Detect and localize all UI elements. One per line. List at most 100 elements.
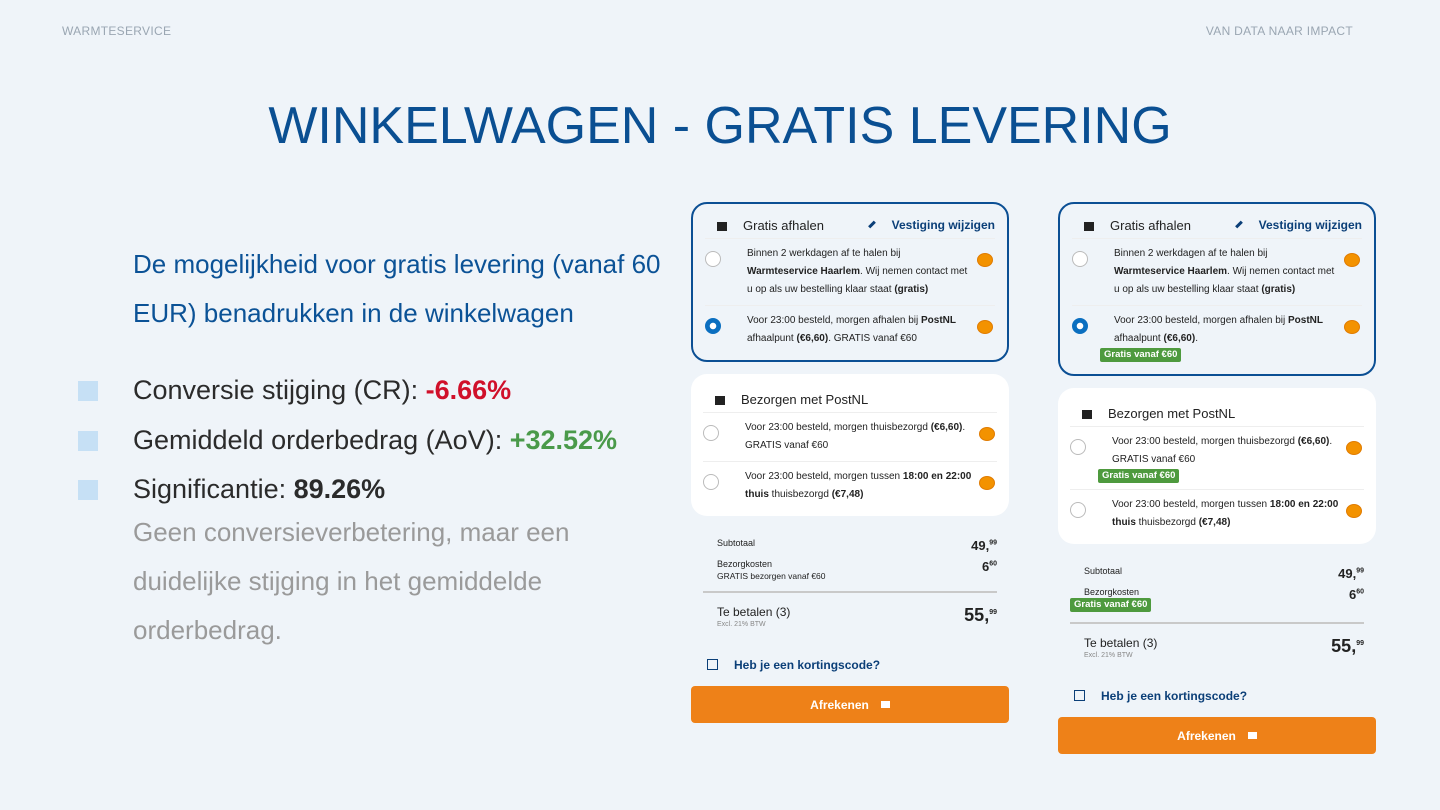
- option-text-part: Warmteservice Haarlem: [1114, 266, 1228, 277]
- checkout-button[interactable]: Afrekenen: [1058, 717, 1376, 754]
- mockup-variant: Gratis afhalen Vestiging wijzigen Binnen 2…: [1058, 202, 1376, 754]
- total-amount: 55,99: [1331, 636, 1364, 657]
- subtotal-label: Subtotaal: [1084, 566, 1123, 576]
- option-text-part: thuisbezorgd: [768, 489, 832, 500]
- header-left: WARMTESERVICE: [62, 24, 172, 38]
- subtotal-amount-cents: 99: [989, 539, 997, 547]
- shipping-amount-main: 6: [1348, 587, 1357, 602]
- option-text-part: . GRATIS vanaf €60: [745, 422, 966, 451]
- shipping-row: Bezorgkosten GRATIS bezorgen vanaf €60 660: [717, 559, 997, 581]
- heading-text: Gratis afhalen: [717, 217, 824, 233]
- checkout-text[interactable]: Afrekenen: [810, 697, 869, 712]
- bullet-list: Conversie stijging (CR): -6.66% Gemiddeld…: [78, 366, 658, 515]
- bullet-square: [78, 480, 98, 500]
- heading-text: Gratis afhalen: [1084, 218, 1191, 233]
- pickup-card: Gratis afhalen Vestiging wijzigen Binnen 2…: [691, 202, 1009, 362]
- option-text-part: afhaalpunt: [747, 333, 797, 344]
- option-text-part: Binnen 2 werkdagen af te halen bij: [747, 248, 901, 259]
- bullet-value: -6.66%: [425, 375, 512, 405]
- bullet-item: Significantie: 89.26%: [78, 465, 658, 515]
- radio-button[interactable]: [705, 251, 721, 267]
- shipping-amount-cents: 60: [1356, 588, 1364, 596]
- total-labels: Te betalen (3) Excl. 21% BTW: [717, 605, 790, 628]
- pencil-icon: [1234, 220, 1243, 229]
- subtotal-row: Subtotaal 49,99: [717, 538, 997, 553]
- shipping-option[interactable]: Binnen 2 werkdagen af te halen bij Warmt…: [1072, 238, 1362, 305]
- free-badge: Gratis vanaf €60: [1098, 469, 1180, 483]
- coupon-text[interactable]: Heb je een kortingscode?: [734, 658, 881, 672]
- shipping-amount-cents: 60: [989, 560, 997, 568]
- total-label: Te betalen (3): [1084, 636, 1158, 650]
- link-text[interactable]: Vestiging wijzigen: [1258, 218, 1362, 232]
- option-text: Voor 23:00 besteld, morgen tussen 18:00 …: [745, 468, 997, 504]
- option-text-part: thuisbezorgd: [1135, 517, 1199, 528]
- checkout-button[interactable]: Afrekenen: [691, 686, 1009, 723]
- bullet-item: Gemiddeld orderbedrag (AoV): +32.52%: [78, 416, 658, 466]
- postnl-logo: [977, 320, 993, 334]
- vat-note: Excl. 21% BTW: [717, 621, 766, 628]
- divider: [1070, 622, 1364, 624]
- card-heading: Bezorgen met PostNL: [703, 386, 997, 412]
- heading-text: Bezorgen met PostNL: [1082, 405, 1236, 421]
- bullet-label: Significantie:: [133, 474, 294, 504]
- coupon-text[interactable]: Heb je een kortingscode?: [1101, 689, 1248, 703]
- pencil-icon: [867, 220, 876, 229]
- option-text: Voor 23:00 besteld, morgen afhalen bij P…: [1100, 312, 1362, 362]
- checkout-text[interactable]: Afrekenen: [1177, 728, 1236, 743]
- radio-button[interactable]: [1072, 251, 1088, 267]
- radio-button[interactable]: [1070, 439, 1086, 455]
- total-amount-main: 55,: [1331, 636, 1357, 656]
- radio-button[interactable]: [1070, 502, 1086, 518]
- house-icon: [717, 221, 727, 231]
- total-row: Te betalen (3) Excl. 21% BTW 55,99: [717, 605, 997, 628]
- shipping-option[interactable]: Voor 23:00 besteld, morgen thuisbezorgd …: [703, 412, 997, 461]
- coupon-link[interactable]: Heb je een kortingscode?: [691, 658, 1009, 672]
- heading-text: Bezorgen met PostNL: [715, 392, 868, 407]
- heading-label: Bezorgen met PostNL: [1108, 405, 1236, 421]
- pickup-card: Gratis afhalen Vestiging wijzigen Binnen 2…: [1058, 202, 1376, 376]
- shipping-option[interactable]: Voor 23:00 besteld, morgen tussen 18:00 …: [703, 461, 997, 510]
- radio-button[interactable]: [703, 474, 719, 490]
- radio-button[interactable]: [705, 318, 721, 334]
- option-text-part: 18:00 en 22:00 thuis: [745, 471, 972, 500]
- divider: [703, 591, 997, 593]
- option-text-part: Voor 23:00 besteld, morgen thuisbezorgd: [1112, 436, 1298, 447]
- slide-title: WINKELWAGEN - GRATIS LEVERING: [268, 97, 1172, 155]
- option-text-part: 18:00 en 22:00 thuis: [1112, 499, 1339, 528]
- shipping-option[interactable]: Voor 23:00 besteld, morgen afhalen bij P…: [705, 305, 995, 354]
- shipping-option[interactable]: Voor 23:00 besteld, morgen thuisbezorgd …: [1070, 426, 1364, 489]
- option-text-part: (€6,60): [930, 422, 963, 433]
- bullet-value: 89.26%: [293, 474, 386, 504]
- bullet-square: [78, 381, 98, 401]
- link-text[interactable]: Vestiging wijzigen: [891, 218, 995, 232]
- option-text-part: afhaalpunt: [1114, 333, 1164, 344]
- shipping-option[interactable]: Binnen 2 werkdagen af te halen bij Warmt…: [705, 238, 995, 305]
- heading-label: Gratis afhalen: [743, 217, 824, 233]
- order-summary: Subtotaal 49,99 Bezorgkosten GRATIS bezorge…: [691, 538, 1009, 628]
- free-badge: Gratis vanaf €60: [1100, 348, 1182, 362]
- shipping-option[interactable]: Voor 23:00 besteld, morgen tussen 18:00 …: [1070, 489, 1364, 538]
- radio-button[interactable]: [703, 425, 719, 441]
- subtotal-amount-main: 49,: [971, 538, 990, 553]
- subtotal-amount: 49,99: [1338, 566, 1364, 581]
- coupon-link[interactable]: Heb je een kortingscode?: [1058, 689, 1376, 703]
- option-text-part: . GRATIS vanaf €60: [828, 333, 917, 344]
- mockup-control: Gratis afhalen Vestiging wijzigen Binnen 2…: [691, 202, 1009, 723]
- postnl-logo: [1344, 320, 1360, 334]
- change-store-link[interactable]: Vestiging wijzigen: [867, 218, 995, 232]
- option-text-part: Binnen 2 werkdagen af te halen bij: [1114, 248, 1268, 259]
- change-store-link[interactable]: Vestiging wijzigen: [1234, 218, 1362, 232]
- total-labels: Te betalen (3) Excl. 21% BTW: [1084, 636, 1157, 659]
- option-text-part: Voor 23:00 besteld, morgen tussen: [1112, 499, 1270, 510]
- vat-note: Excl. 21% BTW: [1084, 652, 1133, 659]
- bullet-label: Conversie stijging (CR):: [133, 375, 426, 405]
- delivery-card: Bezorgen met PostNL Voor 23:00 besteld, m…: [691, 374, 1009, 516]
- option-text: Voor 23:00 besteld, morgen tussen 18:00 …: [1112, 496, 1364, 532]
- option-text: Binnen 2 werkdagen af te halen bij Warmt…: [1114, 245, 1362, 299]
- shipping-label: Bezorgkosten: [717, 559, 773, 569]
- radio-button[interactable]: [1072, 318, 1088, 334]
- shipping-option[interactable]: Voor 23:00 besteld, morgen afhalen bij P…: [1072, 305, 1362, 368]
- option-text: Voor 23:00 besteld, morgen afhalen bij P…: [747, 312, 995, 348]
- truck-icon: [715, 395, 725, 405]
